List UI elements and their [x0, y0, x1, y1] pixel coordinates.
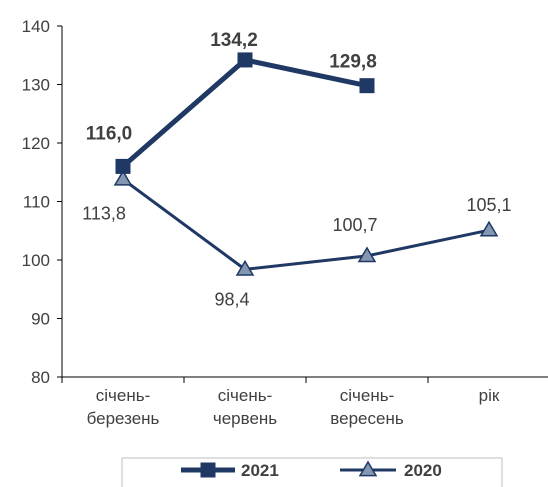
x-tick-label-line: березень	[87, 409, 160, 428]
data-label: 113,8	[82, 203, 126, 223]
data-label: 129,8	[329, 52, 377, 73]
x-tick-label-line: червень	[213, 409, 277, 428]
series-marker-square	[359, 78, 375, 94]
y-tick-label: 120	[22, 134, 50, 153]
x-axis-labels: січень-березеньсічень-червеньсічень-вере…	[61, 377, 500, 428]
data-label: 100,7	[332, 215, 377, 235]
legend-label-2021: 2021	[241, 461, 279, 480]
y-tick-label: 100	[22, 251, 50, 270]
y-tick-label: 140	[22, 17, 50, 36]
series-line-2021	[121, 57, 368, 169]
series-layer: 113,8 98,4 100,7 105,1 116,0 134,2 129,8	[82, 30, 511, 309]
y-tick-label: 80	[31, 368, 50, 387]
series-marker-triangle	[235, 259, 255, 276]
legend: 2021 2020	[121, 457, 503, 487]
data-label: 134,2	[210, 30, 258, 51]
legend-label-2020: 2020	[404, 461, 442, 480]
series-marker-square	[237, 52, 253, 68]
series-marker-triangle	[113, 169, 133, 186]
data-label: 98,4	[214, 289, 249, 309]
series-2021: 116,0 134,2 129,8	[86, 30, 377, 174]
x-tick-label: січень-вересень	[330, 386, 404, 428]
x-tick-label: січень-березень	[87, 386, 160, 428]
series-line-2020	[122, 178, 490, 271]
series-marker-triangle	[479, 220, 499, 237]
series-marker-square	[200, 462, 216, 478]
series-2020: 113,8 98,4 100,7 105,1	[82, 169, 512, 309]
x-tick-label-line: січень-	[96, 386, 151, 405]
y-tick-label: 130	[22, 76, 50, 95]
x-tick-label: рік	[479, 386, 500, 405]
data-label: 105,1	[466, 195, 511, 215]
x-tick-label-line: січень-	[340, 386, 395, 405]
series-marker-square	[115, 158, 131, 174]
y-axis-ticks: 80 90 100 110 120 130 140	[22, 17, 62, 387]
x-tick-label-line: вересень	[330, 409, 404, 428]
legend-box	[121, 457, 503, 487]
y-tick-label: 110	[23, 193, 50, 212]
y-tick-label: 90	[31, 310, 50, 329]
data-label: 116,0	[86, 123, 133, 144]
series-marker-triangle	[358, 460, 378, 477]
x-tick-label-line: січень-	[218, 386, 273, 405]
x-tick-label-line: рік	[479, 386, 500, 405]
x-tick-label: січень-червень	[213, 386, 277, 428]
series-marker-triangle	[357, 246, 377, 263]
